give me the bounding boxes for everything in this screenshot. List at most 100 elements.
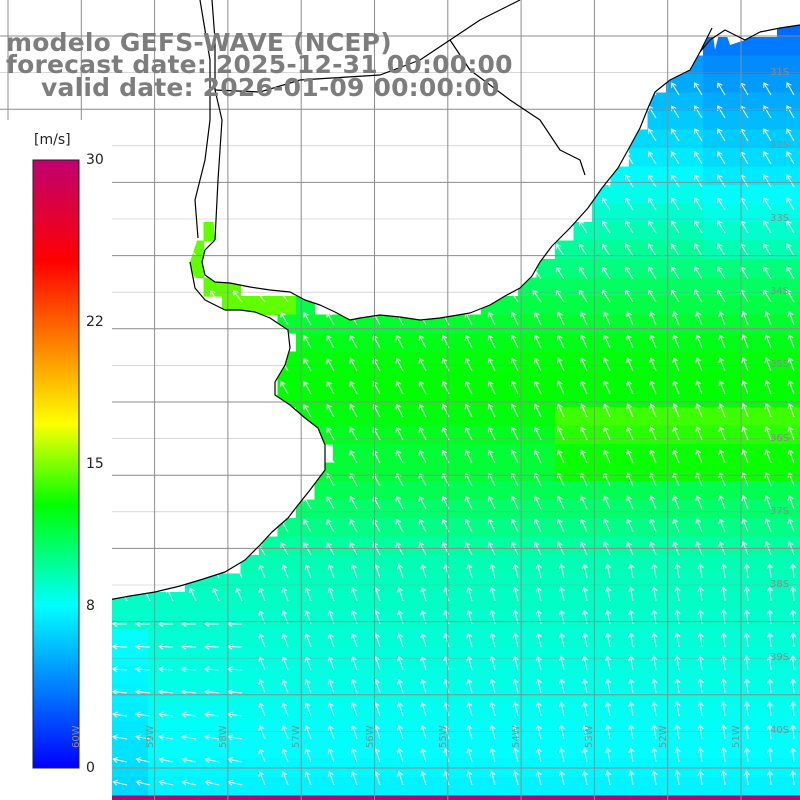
wind-cell [610,703,630,723]
wind-cell [351,462,371,482]
wind-arrow [718,403,726,418]
wind-cell [629,222,649,242]
wind-cell [425,610,445,630]
wind-cell [703,370,723,390]
wind-cell [481,740,501,760]
wind-cell [462,647,482,667]
wind-cell [740,333,760,353]
wind-arrow [557,403,565,418]
wind-cell [740,240,760,260]
wind-cell [166,666,186,686]
wind-cell [333,703,353,723]
wind-arrow [741,495,749,510]
wind-cell [185,592,205,612]
wind-cell [610,407,630,427]
wind-cell [666,610,686,630]
wind-cell [721,277,741,297]
wind-cell [388,370,408,390]
wind-cell [647,610,667,630]
wind-cell [425,721,445,741]
wind-arrow [648,174,657,188]
wind-cell [795,55,800,75]
wind-cell [610,740,630,760]
wind-cell [795,240,800,260]
wind-cell [518,684,538,704]
wind-cell [647,444,667,464]
wind-cell [203,795,223,800]
wind-arrow [418,449,427,464]
wind-cell [518,647,538,667]
wind-cell [314,481,334,501]
wind-cell [407,629,427,649]
wind-cell [333,610,353,630]
wind-cell [203,629,223,649]
wind-cell [351,610,371,630]
wind-arrow [395,380,404,395]
latitude-label: 39S [770,652,790,664]
wind-cell [407,481,427,501]
wind-cell [629,259,649,279]
wind-cell [684,573,704,593]
wind-arrow [557,311,565,326]
wind-cell [721,55,741,75]
wind-cell [388,499,408,519]
wind-arrow [741,334,749,349]
wind-arrow [557,426,565,441]
wind-arrow [787,403,795,418]
wind-cell [444,592,464,612]
wind-arrow [487,380,496,395]
wind-cell [425,462,445,482]
wind-cell [721,92,741,112]
wind-cell [333,425,353,445]
wind-arrow [695,518,703,533]
wind-arrow [326,334,335,349]
wind-arrow [787,357,795,372]
wind-cell [388,407,408,427]
wind-arrow [418,380,427,395]
wind-cell [499,777,519,797]
wind-arrow [580,334,588,349]
wind-cell [499,666,519,686]
wind-arrow [487,426,496,441]
wind-cell [666,684,686,704]
wind-cell [555,647,575,667]
wind-cell [518,296,538,316]
wind-arrow [464,357,473,372]
wind-cell [721,296,741,316]
latitude-label: 32S [770,139,790,151]
wind-cell [795,296,800,316]
wind-cell [536,795,556,800]
wind-arrow [671,128,680,142]
wind-cell [721,721,741,741]
wind-arrow [648,128,657,142]
wind-arrow [534,403,542,418]
wind-arrow [695,311,703,326]
wind-arrow [603,495,611,510]
wind-cell [758,425,778,445]
wind-cell [758,703,778,723]
wind-cell [592,666,612,686]
wind-arrow [694,243,703,257]
wind-arrow [764,311,772,326]
wind-arrow [717,197,726,211]
wind-arrow [764,334,772,349]
wind-arrow [512,563,519,579]
wind-cell [610,444,630,464]
wind-cell [795,18,800,38]
wind-arrow [510,518,519,533]
wind-cell [703,55,723,75]
wind-cell [592,499,612,519]
wind-cell [148,610,168,630]
wind-cell [573,795,593,800]
wind-cell [740,721,760,741]
wind-cell [240,740,260,760]
wind-arrow [651,563,658,579]
wind-cell [703,388,723,408]
wind-arrow [487,334,496,349]
wind-cell [185,703,205,723]
wind-cell [684,740,704,760]
wind-cell [758,462,778,482]
wind-arrow [487,311,496,326]
wind-cell [629,370,649,390]
wind-cell [444,444,464,464]
